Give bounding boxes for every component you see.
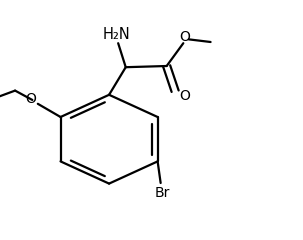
Text: H₂N: H₂N [103, 27, 131, 42]
Text: Br: Br [155, 186, 170, 200]
Text: O: O [179, 30, 190, 44]
Text: O: O [25, 91, 36, 106]
Text: O: O [179, 89, 190, 103]
